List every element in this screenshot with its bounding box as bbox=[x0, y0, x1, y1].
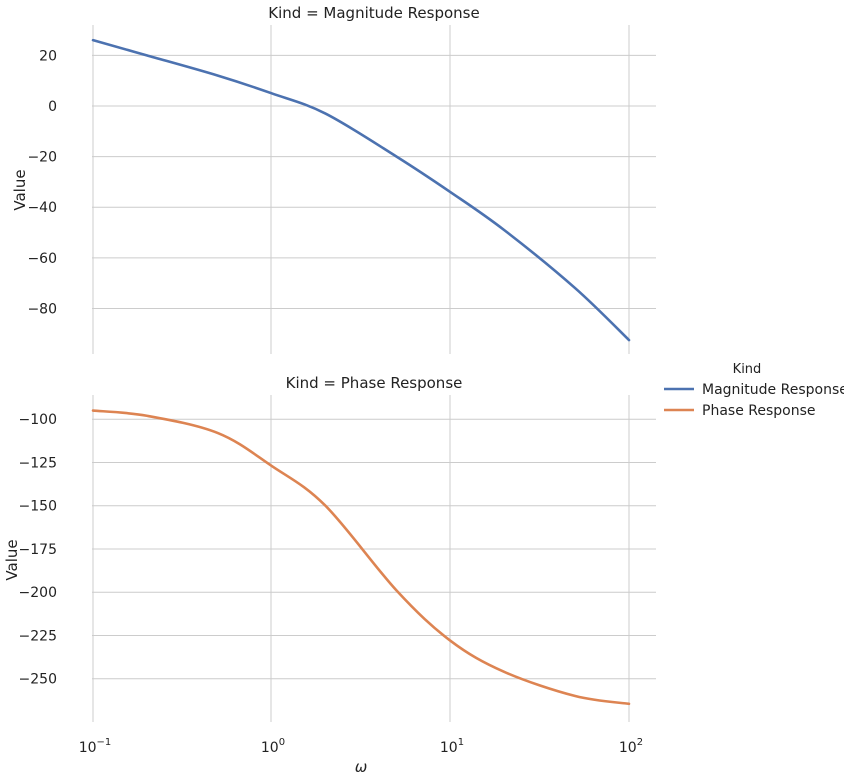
magnitude-panel: 20 0 −20 −40 −60 −80 Kind = Magnitude Response… bbox=[11, 4, 656, 354]
y-tick-label: −100 bbox=[19, 412, 57, 428]
y-tick-label: −40 bbox=[27, 200, 57, 216]
x-axis-label: ω bbox=[355, 758, 368, 776]
x-tick-exponent: 0 bbox=[279, 737, 285, 748]
y-tick-label: −250 bbox=[19, 672, 57, 688]
y-tick-label: −225 bbox=[19, 628, 57, 644]
x-tick-exponent: −1 bbox=[97, 737, 112, 748]
x-tick-base: 10 bbox=[261, 740, 279, 756]
x-tick-base: 10 bbox=[440, 740, 458, 756]
x-tick-label: 100 bbox=[261, 737, 285, 756]
y-tick-label: 20 bbox=[39, 48, 57, 64]
legend-label: Phase Response bbox=[702, 403, 816, 419]
legend-label: Magnitude Response bbox=[702, 382, 844, 398]
x-tick-base: 10 bbox=[619, 740, 637, 756]
x-tick-base: 10 bbox=[79, 740, 97, 756]
series-line-magnitude-response bbox=[91, 38, 631, 342]
y-tick-label: −175 bbox=[19, 542, 57, 558]
y-axis-label: Value bbox=[3, 539, 21, 580]
x-tick-exponent: 1 bbox=[458, 737, 464, 748]
x-tick-exponent: 2 bbox=[637, 737, 643, 748]
panel-title: Kind = Magnitude Response bbox=[268, 4, 479, 22]
legend: Kind Magnitude Response Phase Response bbox=[664, 362, 844, 419]
y-tick-label: −60 bbox=[27, 251, 57, 267]
y-tick-label: −20 bbox=[27, 150, 57, 166]
y-axis-label: Value bbox=[11, 169, 29, 210]
legend-title: Kind bbox=[733, 362, 762, 377]
y-tick-label: −150 bbox=[19, 499, 57, 515]
y-tick-label: −200 bbox=[19, 585, 57, 601]
panel-title: Kind = Phase Response bbox=[286, 374, 463, 392]
x-tick-label: 101 bbox=[440, 737, 464, 756]
y-tick-label: −80 bbox=[27, 301, 57, 317]
x-tick-label: 10−1 bbox=[79, 737, 112, 756]
series-line-phase-response bbox=[91, 409, 631, 706]
x-tick-label: 102 bbox=[619, 737, 643, 756]
y-tick-label: −125 bbox=[19, 455, 57, 471]
phase-panel: −100 −125 −150 −175 −200 −225 −250 Kind = Phase… bbox=[3, 374, 656, 776]
y-tick-label: 0 bbox=[48, 99, 57, 115]
